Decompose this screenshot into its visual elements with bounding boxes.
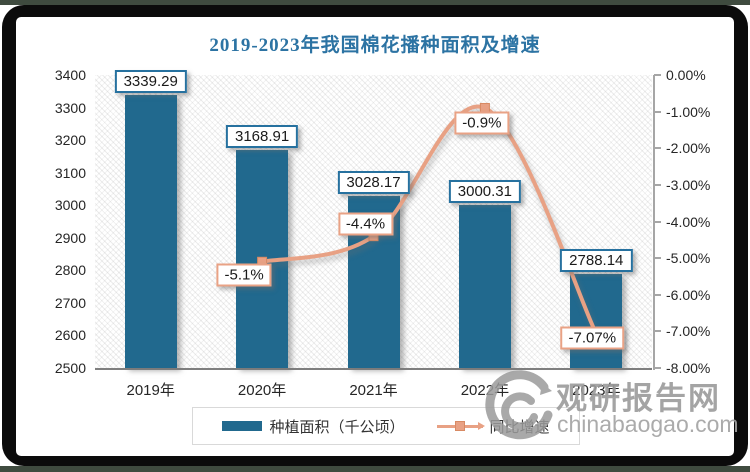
bar-2022年: [458, 205, 511, 368]
x-axis-label-2020年: 2020年: [237, 382, 287, 399]
bar-2019年: [124, 94, 177, 368]
y-axis-right-tick-mark: [654, 74, 661, 76]
y-axis-right-tick-mark: [654, 110, 661, 113]
chart-title: 2019-2023年我国棉花播种面积及增速: [209, 35, 541, 56]
y-axis-right-tick-mark: [654, 220, 661, 223]
y-axis-left-tick-label: 3100: [54, 164, 86, 181]
bar-value-label: 3168.91: [225, 125, 299, 149]
watermark-domain: chinabaogao.com: [557, 411, 739, 437]
y-axis-right-tick-mark: [654, 330, 661, 333]
line-value-label: -7.07%: [560, 326, 625, 350]
y-axis-left-tick-label: 3300: [54, 99, 86, 116]
y-axis-right-tick-label: -5.00%: [666, 250, 711, 267]
bar-value-label: 3028.17: [337, 171, 410, 195]
y-axis-right-tick-label: -3.00%: [666, 176, 711, 193]
trend-line: [260, 104, 599, 336]
y-axis-left-tick-label: 2800: [54, 262, 86, 279]
y-axis-right-line: [653, 75, 655, 370]
legend-item-area: 种植面积（千公顷）: [222, 416, 405, 437]
y-axis-left-tick-label: 2600: [54, 327, 86, 344]
bar-value-label: 3000.31: [448, 180, 522, 204]
legend-area-label: 种植面积（千公顷）: [269, 418, 405, 436]
y-axis-right-tick-label: -7.00%: [666, 323, 711, 340]
y-axis-right-tick-mark: [654, 293, 661, 296]
y-axis-right-tick-mark: [654, 257, 661, 260]
x-axis-label-2021年: 2021年: [349, 382, 398, 399]
line-value-label: -4.4%: [337, 212, 394, 236]
watermark-logo-icon: [485, 370, 553, 440]
page-bottom-strip: [0, 466, 750, 472]
y-axis-left-tick-label: 3000: [54, 197, 86, 214]
bar-swatch-icon: [222, 421, 263, 431]
y-axis-right-tick-label: 0.00%: [666, 67, 706, 83]
watermark-name: 观研报告网: [556, 381, 721, 416]
bar-2020年: [236, 150, 289, 368]
y-axis-right-tick-label: -6.00%: [666, 286, 711, 303]
y-axis-left-tick-label: 3200: [54, 132, 86, 149]
x-axis-label-2019年: 2019年: [126, 382, 175, 399]
y-axis-right-tick-label: -2.00%: [666, 140, 711, 157]
line-value-label: -5.1%: [216, 263, 272, 287]
y-axis-right-tick-mark: [654, 147, 661, 150]
bar-value-label: 3339.29: [114, 69, 187, 93]
y-axis-right-tick-label: -8.00%: [666, 360, 711, 376]
x-axis-label-2023年: 2023年: [572, 382, 621, 399]
bar-2023年: [570, 274, 623, 368]
y-axis-right-tick-label: -4.00%: [666, 213, 711, 230]
y-axis-left-tick-label: 2700: [54, 294, 86, 311]
y-axis-left-tick-label: 3400: [54, 67, 86, 83]
y-axis-left-tick-label: 2900: [54, 229, 86, 246]
page-top-strip: [0, 0, 750, 5]
y-axis-left-tick-label: 2500: [54, 360, 86, 376]
line-value-label: -0.9%: [454, 111, 510, 135]
plot-area: 3339.29 3168.91 3028.17 3000.31 2788.14 -5.1%…: [95, 69, 652, 370]
chart-canvas: 2019-2023年我国棉花播种面积及增速 3400 3300 3200 3100 30…: [16, 17, 739, 456]
line-swatch-icon: [436, 420, 485, 432]
y-axis-right-tick-mark: [654, 367, 661, 369]
y-axis-right-tick-mark: [654, 183, 661, 186]
y-axis-right-tick-label: -1.00%: [666, 103, 711, 120]
bar-value-label: 2788.14: [560, 249, 633, 273]
